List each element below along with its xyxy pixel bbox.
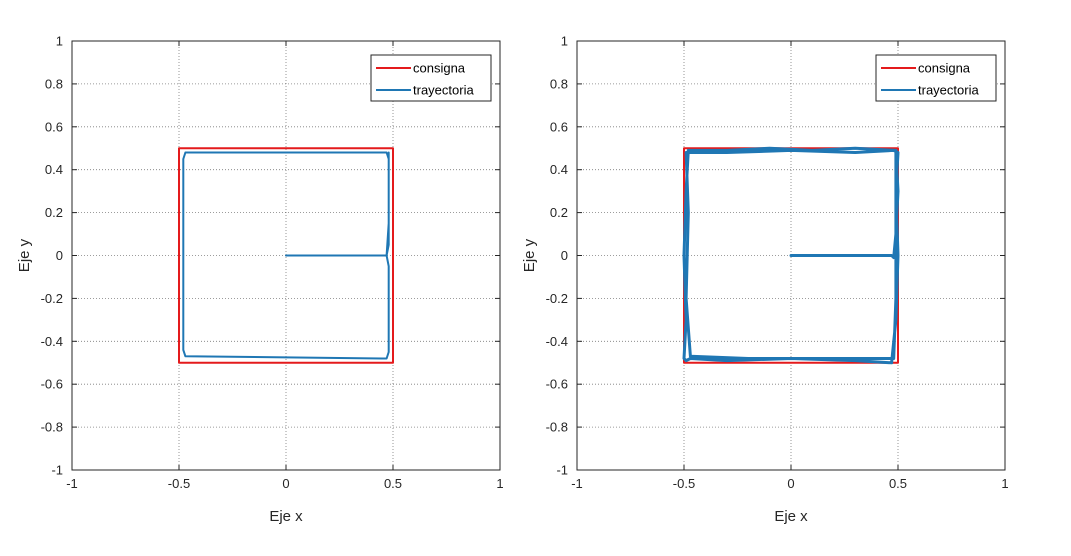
- y-tick-label: -0.2: [546, 291, 568, 306]
- y-tick-label: -0.8: [546, 420, 568, 435]
- y-tick-label: 0.8: [45, 76, 63, 91]
- x-tick-label: -1: [571, 476, 583, 491]
- legend: consigna trayectoria: [875, 54, 997, 102]
- x-tick-label: 1: [496, 476, 503, 491]
- series-line-trayectoria: [182, 151, 390, 360]
- y-axis-label: Eje y: [521, 238, 538, 272]
- legend-box: [875, 54, 997, 102]
- y-tick-label: -0.6: [546, 377, 568, 392]
- series-line-trayectoria: [682, 146, 900, 365]
- y-tick-label: 0.2: [45, 205, 63, 220]
- y-tick-label: -0.4: [41, 334, 63, 349]
- chart-panel-1: -1 -0.5 0 0.5 1 -1 -0.8 -0.6 -0.4 -0.2 0 0.2 0.4 0.6 0…: [16, 34, 504, 526]
- legend-label-trayectoria: trayectoria: [918, 83, 979, 98]
- y-tick-label: -0.2: [41, 291, 63, 306]
- x-tick-label: -1: [66, 476, 78, 491]
- y-tick-label: 0.4: [45, 162, 63, 177]
- x-axis-label: Eje x: [269, 508, 303, 525]
- y-tick-label: 0.2: [550, 205, 568, 220]
- y-tick-label: 0.8: [550, 76, 568, 91]
- y-tick-label: -0.8: [41, 420, 63, 435]
- x-tick-label: -0.5: [168, 476, 190, 491]
- chart-panel-2: -1 -0.5 0 0.5 1 -1 -0.8 -0.6 -0.4 -0.2 0 0.2 0.4 0.6 0…: [521, 34, 1009, 526]
- legend-label-consigna: consigna: [413, 61, 466, 76]
- x-tick-label: 0.5: [889, 476, 907, 491]
- x-tick-label: 0: [787, 476, 794, 491]
- y-tick-label: 0: [561, 248, 568, 263]
- x-axis-label: Eje x: [774, 508, 808, 525]
- y-tick-label: -0.6: [41, 377, 63, 392]
- series-group: [178, 147, 394, 364]
- series-line-consigna: [178, 147, 394, 364]
- legend-label-trayectoria: trayectoria: [413, 83, 474, 98]
- x-tick-label: -0.5: [673, 476, 695, 491]
- y-tick-label: 0: [56, 248, 63, 263]
- y-tick-label: 0.6: [550, 119, 568, 134]
- y-tick-label: 1: [561, 34, 568, 49]
- y-tick-label: 0.6: [45, 119, 63, 134]
- legend: consigna trayectoria: [370, 54, 492, 102]
- x-tick-label: 0: [282, 476, 289, 491]
- y-tick-label: -0.4: [546, 334, 568, 349]
- y-tick-label: 0.4: [550, 162, 568, 177]
- legend-label-consigna: consigna: [918, 61, 971, 76]
- series-group: [682, 146, 900, 365]
- y-tick-label: -1: [556, 463, 568, 478]
- x-tick-label: 1: [1001, 476, 1008, 491]
- x-tick-label: 0.5: [384, 476, 402, 491]
- y-axis-label: Eje y: [16, 238, 33, 272]
- y-tick-label: -1: [51, 463, 63, 478]
- y-tick-label: 1: [56, 34, 63, 49]
- legend-box: [370, 54, 492, 102]
